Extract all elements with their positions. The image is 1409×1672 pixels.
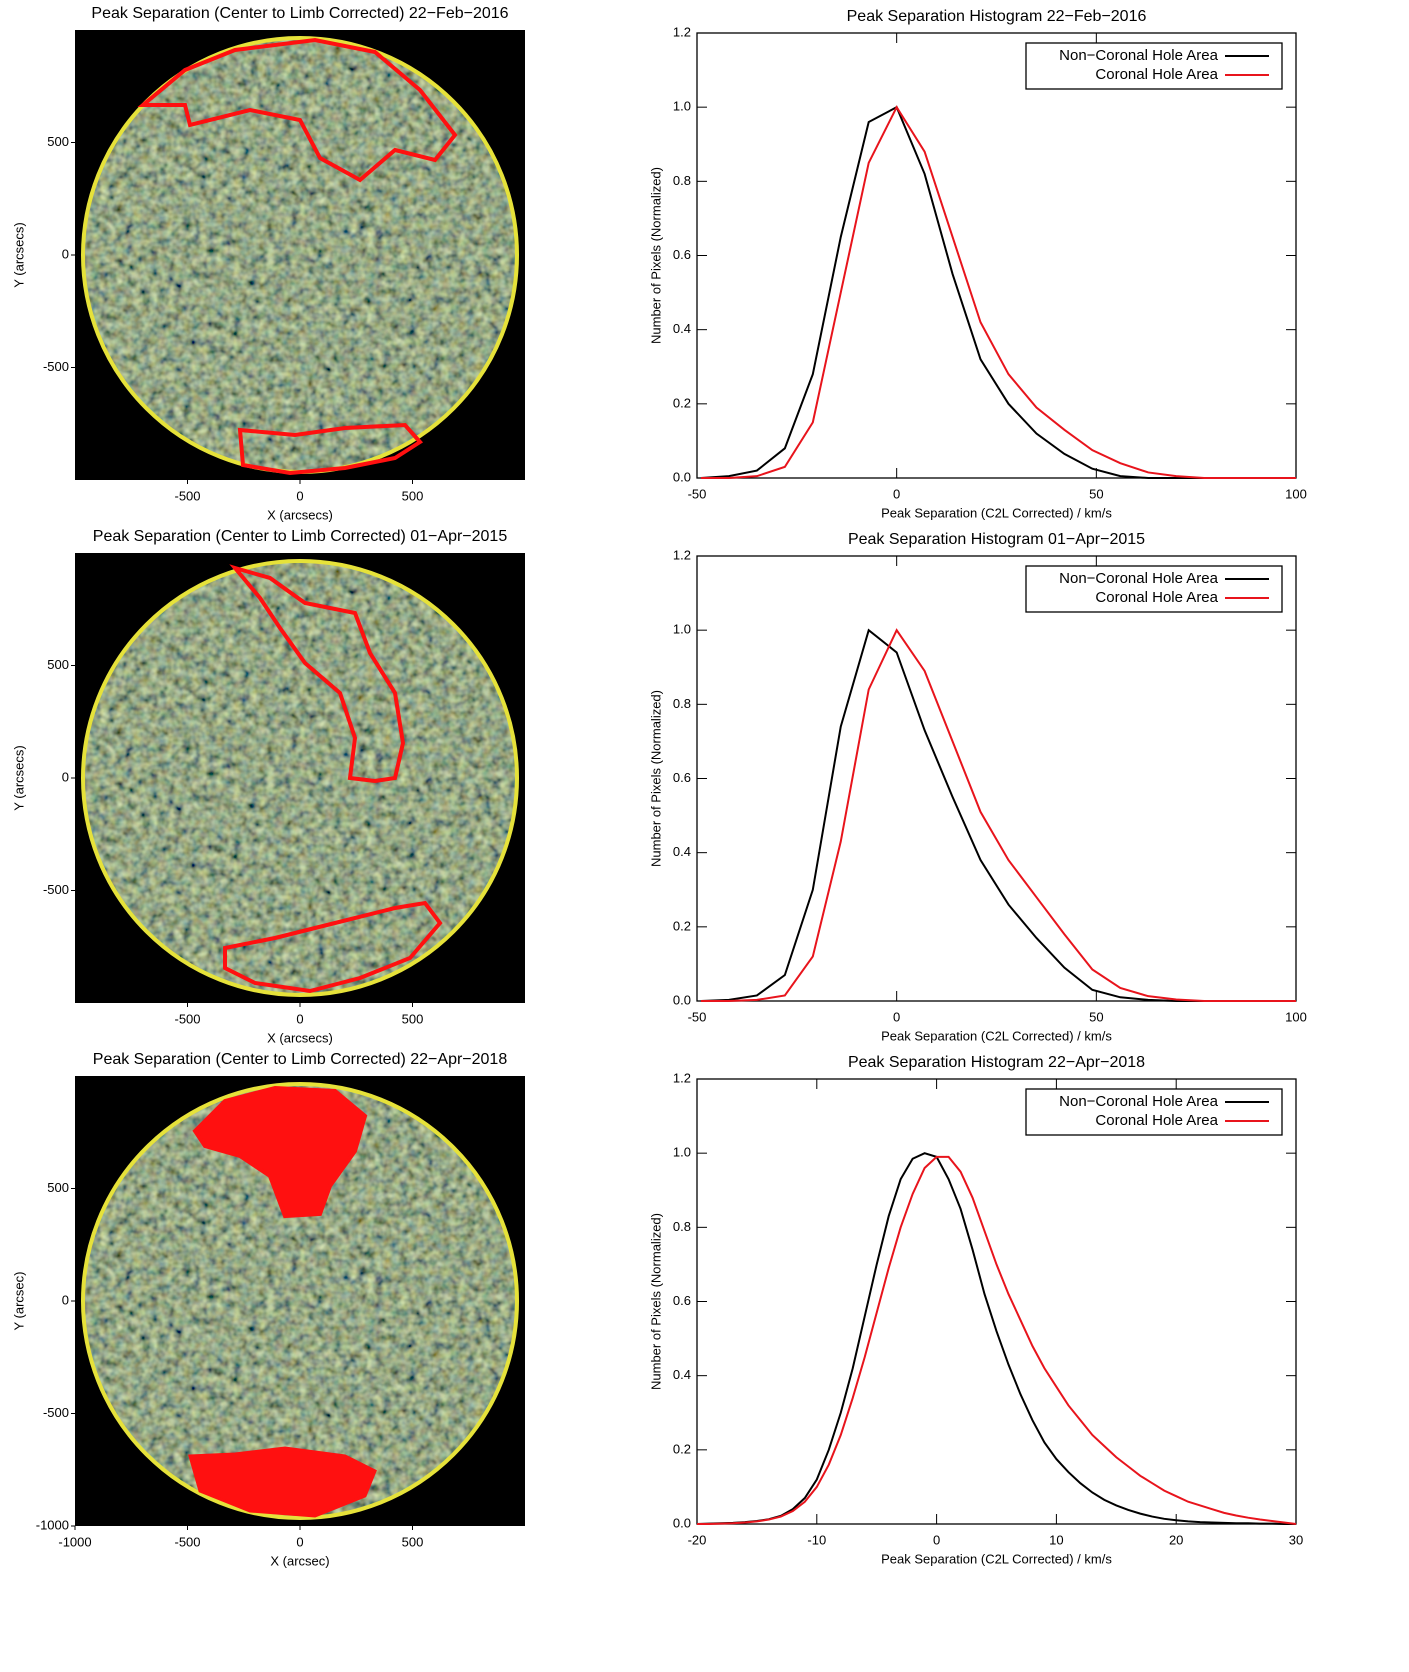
y-axis-label: Number of Pixels (Normalized) bbox=[648, 690, 663, 867]
y-axis-label: Y (arcsec) bbox=[11, 1272, 26, 1331]
legend-label: Coronal Hole Area bbox=[1095, 66, 1218, 83]
x-axis-label: X (arcsecs) bbox=[267, 507, 333, 522]
panel-title: Peak Separation (Center to Limb Correcte… bbox=[93, 1051, 508, 1068]
x-tick-label: 20 bbox=[1169, 1532, 1183, 1547]
y-tick-label: 0.8 bbox=[673, 696, 691, 711]
y-tick-label: 0.4 bbox=[673, 321, 691, 336]
y-tick-label: 0.0 bbox=[673, 992, 691, 1007]
x-tick-label: 0 bbox=[893, 486, 900, 501]
x-tick-label: -1000 bbox=[58, 1534, 91, 1549]
x-tick-label: 50 bbox=[1089, 486, 1103, 501]
x-tick-label: 50 bbox=[1089, 1009, 1103, 1024]
y-tick-label: 0 bbox=[62, 246, 69, 261]
solar-image bbox=[75, 30, 525, 480]
y-tick-label: 500 bbox=[47, 134, 69, 149]
x-tick-label: -10 bbox=[807, 1532, 826, 1547]
x-tick-label: -500 bbox=[174, 1534, 200, 1549]
x-tick-label: 0 bbox=[933, 1532, 940, 1547]
y-tick-label: 1.0 bbox=[673, 1145, 691, 1160]
x-axis-label: X (arcsecs) bbox=[267, 1030, 333, 1045]
y-tick-label: 0.6 bbox=[673, 1293, 691, 1308]
panel-title: Peak Separation Histogram 22−Apr−2018 bbox=[848, 1054, 1145, 1071]
series-line bbox=[700, 628, 1296, 1002]
legend-box bbox=[1025, 565, 1283, 613]
y-tick-label: 0 bbox=[62, 769, 69, 784]
x-tick-label: 0 bbox=[296, 1011, 303, 1026]
y-tick-label: 0.4 bbox=[673, 1367, 691, 1382]
legend-label: Coronal Hole Area bbox=[1095, 1112, 1218, 1129]
y-tick-label: 0 bbox=[62, 1292, 69, 1307]
y-tick-label: -500 bbox=[43, 1405, 69, 1420]
x-tick-label: 0 bbox=[296, 488, 303, 503]
y-axis-label: Y (arcsecs) bbox=[11, 222, 26, 288]
x-axis-label: Peak Separation (C2L Corrected) / km/s bbox=[881, 1028, 1112, 1043]
plot-frame bbox=[696, 32, 1297, 479]
legend-label: Non−Coronal Hole Area bbox=[1059, 47, 1219, 64]
y-tick-label: 0.2 bbox=[673, 918, 691, 933]
plot-frame bbox=[696, 1078, 1297, 1525]
x-tick-label: -50 bbox=[688, 486, 707, 501]
series-line bbox=[700, 105, 1296, 479]
y-tick-label: 1.2 bbox=[673, 24, 691, 39]
x-tick-label: -500 bbox=[174, 1011, 200, 1026]
y-axis-label: Y (arcsecs) bbox=[11, 745, 26, 811]
y-tick-label: 1.2 bbox=[673, 547, 691, 562]
y-tick-label: 0.2 bbox=[673, 395, 691, 410]
x-tick-label: 100 bbox=[1285, 486, 1307, 501]
y-tick-label: 0.2 bbox=[673, 1441, 691, 1456]
series-line bbox=[697, 1155, 1297, 1525]
panel-title: Peak Separation Histogram 01−Apr−2015 bbox=[848, 531, 1145, 548]
x-tick-label: -50 bbox=[688, 1009, 707, 1024]
y-tick-label: 1.0 bbox=[673, 99, 691, 114]
solar-image bbox=[75, 553, 525, 1003]
x-axis-label: X (arcsec) bbox=[270, 1553, 329, 1568]
y-tick-label: 500 bbox=[47, 1180, 69, 1195]
y-tick-label: 0.6 bbox=[673, 247, 691, 262]
y-tick-label: 0.8 bbox=[673, 173, 691, 188]
legend-label: Non−Coronal Hole Area bbox=[1059, 1093, 1219, 1110]
y-axis-label: Number of Pixels (Normalized) bbox=[648, 167, 663, 344]
x-tick-label: 500 bbox=[402, 488, 424, 503]
series-line bbox=[696, 1152, 1296, 1525]
x-tick-label: 10 bbox=[1049, 1532, 1063, 1547]
y-tick-label: -500 bbox=[43, 359, 69, 374]
x-tick-label: 30 bbox=[1289, 1532, 1303, 1547]
x-tick-label: -500 bbox=[174, 488, 200, 503]
panel-title: Peak Separation Histogram 22−Feb−2016 bbox=[847, 8, 1147, 25]
legend-box bbox=[1025, 42, 1283, 90]
panel-title: Peak Separation (Center to Limb Correcte… bbox=[93, 528, 508, 545]
y-tick-label: 0.4 bbox=[673, 844, 691, 859]
y-tick-label: 0.6 bbox=[673, 770, 691, 785]
x-tick-label: 0 bbox=[296, 1534, 303, 1549]
y-tick-label: -1000 bbox=[36, 1517, 69, 1532]
legend-label: Coronal Hole Area bbox=[1095, 589, 1218, 606]
legend-label: Non−Coronal Hole Area bbox=[1059, 570, 1219, 587]
y-axis-label: Number of Pixels (Normalized) bbox=[648, 1213, 663, 1390]
y-tick-label: 500 bbox=[47, 657, 69, 672]
x-tick-label: 500 bbox=[402, 1534, 424, 1549]
y-tick-label: 1.0 bbox=[673, 622, 691, 637]
x-tick-label: -20 bbox=[688, 1532, 707, 1547]
x-tick-label: 100 bbox=[1285, 1009, 1307, 1024]
plot-frame bbox=[696, 555, 1297, 1002]
series-line bbox=[700, 628, 1296, 1002]
series-line bbox=[700, 105, 1296, 479]
y-tick-label: 0.0 bbox=[673, 469, 691, 484]
y-tick-label: 1.2 bbox=[673, 1070, 691, 1085]
y-tick-label: -500 bbox=[43, 882, 69, 897]
x-axis-label: Peak Separation (C2L Corrected) / km/s bbox=[881, 1551, 1112, 1566]
x-tick-label: 0 bbox=[893, 1009, 900, 1024]
y-tick-label: 0.0 bbox=[673, 1515, 691, 1530]
x-axis-label: Peak Separation (C2L Corrected) / km/s bbox=[881, 505, 1112, 520]
solar-image bbox=[75, 1076, 525, 1526]
panel-title: Peak Separation (Center to Limb Correcte… bbox=[91, 5, 508, 22]
y-tick-label: 0.8 bbox=[673, 1219, 691, 1234]
legend-box bbox=[1025, 1088, 1283, 1136]
x-tick-label: 500 bbox=[402, 1011, 424, 1026]
